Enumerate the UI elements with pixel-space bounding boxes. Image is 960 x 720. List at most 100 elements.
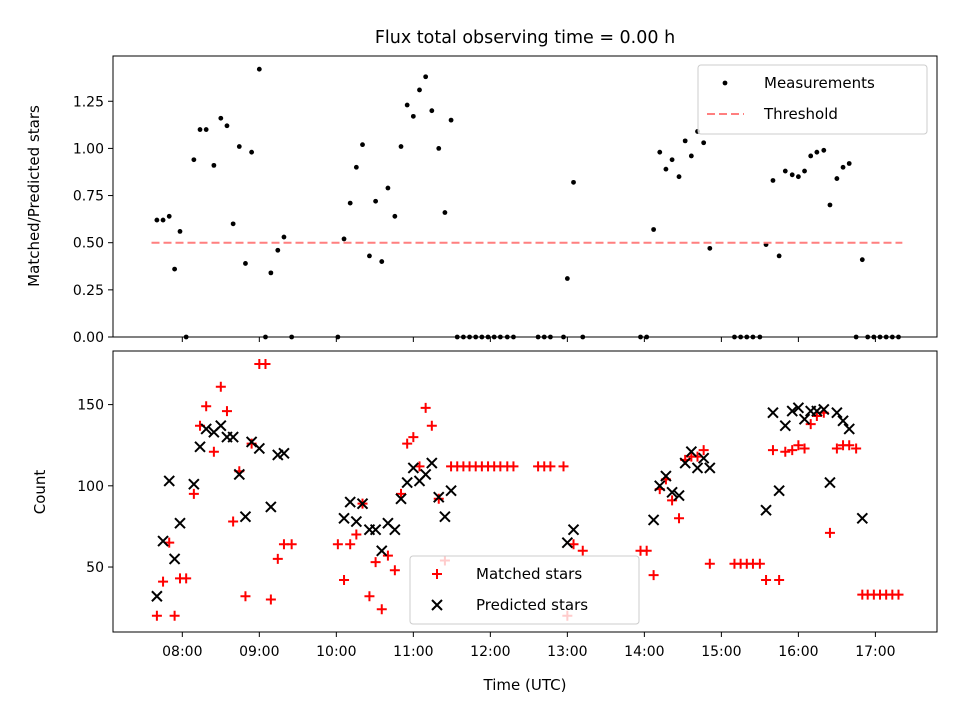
bottom-predicted-stars-point xyxy=(426,457,438,469)
bottom-matched-stars-point xyxy=(893,589,904,600)
top-measurements-point xyxy=(203,127,209,132)
top-measurements-point xyxy=(392,213,398,219)
bottom-x-tick-label: 17:00 xyxy=(855,644,895,660)
bottom-matched-stars-point xyxy=(215,381,226,392)
bottom-series-matched-stars xyxy=(151,358,904,621)
bottom-predicted-stars-point xyxy=(407,462,420,474)
bottom-predicted-stars-point xyxy=(831,407,843,419)
bottom-predicted-stars-point xyxy=(151,590,163,602)
bottom-predicted-stars-point xyxy=(419,468,432,481)
bottom-predicted-stars-point xyxy=(673,489,685,502)
bottom-matched-stars-point xyxy=(396,488,407,499)
bottom-matched-stars-point xyxy=(265,594,276,605)
bottom-predicted-stars-point xyxy=(265,501,277,513)
bottom-matched-stars-point xyxy=(780,446,791,457)
top-measurements-point xyxy=(776,253,782,259)
top-y-tick-label: 1.25 xyxy=(73,94,104,110)
top-legend: Measurements Threshold xyxy=(697,64,928,135)
top-measurements-point xyxy=(211,162,217,168)
top-panel: 0.00 0.25 0.50 0.75 1.00 1.25 Measurements Thre… xyxy=(73,55,938,346)
bottom-matched-stars-point xyxy=(364,591,375,602)
bottom-predicted-stars-point xyxy=(157,535,169,547)
bottom-matched-stars-point xyxy=(698,445,709,456)
bottom-matched-stars-point xyxy=(851,443,862,454)
top-measurements-point xyxy=(840,164,846,170)
top-measurements-point xyxy=(281,234,287,240)
top-measurements-point xyxy=(230,221,236,227)
bottom-predicted-stars-point xyxy=(401,476,413,489)
bottom-predicted-stars-point xyxy=(278,447,290,460)
bottom-predicted-stars-point xyxy=(227,431,239,443)
bottom-matched-stars-point xyxy=(188,488,199,499)
bottom-matched-stars-point xyxy=(799,443,810,454)
bottom-predicted-stars-point xyxy=(792,402,805,414)
top-measurements-point xyxy=(197,127,203,132)
bottom-matched-stars-point xyxy=(345,539,356,550)
bottom-legend-swatch-matched-stars xyxy=(432,569,442,579)
bottom-predicted-stars-point xyxy=(818,403,830,416)
bottom-matched-stars-point xyxy=(426,420,437,431)
bottom-predicted-stars-point xyxy=(779,420,791,432)
top-measurements-point xyxy=(353,164,359,170)
top-measurements-point xyxy=(789,172,795,178)
top-measurements-point xyxy=(442,210,448,215)
bottom-predicted-stars-point xyxy=(660,470,672,482)
bottom-x-tick-label: 15:00 xyxy=(701,644,741,660)
bottom-predicted-stars-point xyxy=(168,553,181,565)
bottom-matched-stars-point xyxy=(824,527,835,538)
bottom-predicted-stars-point xyxy=(439,510,451,523)
bottom-matched-stars-point xyxy=(228,516,239,527)
bottom-predicted-stars-point xyxy=(697,452,710,464)
top-legend-swatch-measurements xyxy=(722,80,728,86)
bottom-matched-stars-point xyxy=(831,443,842,454)
bottom-matched-stars-point xyxy=(577,545,588,556)
bottom-x-tick-label: 14:00 xyxy=(624,644,664,660)
bottom-matched-stars-point xyxy=(389,565,400,576)
top-measurements-point xyxy=(701,140,707,146)
bottom-matched-stars-point xyxy=(844,440,855,451)
top-measurements-point xyxy=(808,153,814,159)
top-measurements-point xyxy=(243,261,248,266)
bottom-matched-stars-point xyxy=(339,575,350,586)
bottom-matched-stars-point xyxy=(704,558,715,569)
bottom-matched-stars-point xyxy=(240,591,251,602)
top-measurements-point xyxy=(385,185,391,191)
bottom-matched-stars-point xyxy=(420,402,431,413)
bottom-matched-stars-point xyxy=(811,410,822,421)
bottom-predicted-stars-point xyxy=(389,523,401,536)
bottom-predicted-stars-point xyxy=(188,478,200,490)
top-measurements-point xyxy=(347,200,353,206)
top-measurements-point xyxy=(160,217,166,223)
top-measurements-point xyxy=(268,270,274,276)
bottom-predicted-stars-point xyxy=(369,523,382,536)
top-measurements-point xyxy=(571,179,576,185)
bottom-predicted-stars-point xyxy=(194,441,206,453)
top-plot-frame xyxy=(112,55,938,338)
top-measurements-point xyxy=(688,153,694,159)
bottom-x-tick-label: 11:00 xyxy=(393,644,433,660)
bottom-matched-stars-point xyxy=(272,553,283,564)
top-measurements-point xyxy=(360,142,365,148)
bottom-legend-label-predicted-stars: Predicted stars xyxy=(476,596,588,614)
bottom-predicted-stars-point xyxy=(344,496,356,508)
bottom-predicted-stars-point xyxy=(798,413,811,425)
bottom-predicted-stars-point xyxy=(767,407,779,419)
bottom-matched-stars-point xyxy=(221,406,232,417)
top-y-axis-label: Matched/Predicted stars xyxy=(25,105,43,287)
bottom-matched-stars-point xyxy=(332,539,343,550)
bottom-matched-stars-point xyxy=(774,575,785,586)
bottom-predicted-stars-point xyxy=(666,486,678,499)
top-measurements-point xyxy=(827,202,833,208)
top-measurements-point xyxy=(275,247,281,253)
top-measurements-point xyxy=(224,123,230,129)
bottom-predicted-stars-point xyxy=(567,523,580,536)
bottom-predicted-stars-point xyxy=(395,493,407,505)
bottom-matched-stars-point xyxy=(641,545,652,556)
bottom-matched-stars-point xyxy=(376,604,387,615)
top-measurements-point xyxy=(770,178,776,183)
bottom-y-tick-label: 50 xyxy=(86,560,104,576)
top-measurements-point xyxy=(367,253,372,259)
bottom-y-tick-label: 150 xyxy=(77,398,104,414)
bottom-y-axis-label: Count xyxy=(31,470,49,515)
bottom-matched-stars-point xyxy=(151,610,162,621)
